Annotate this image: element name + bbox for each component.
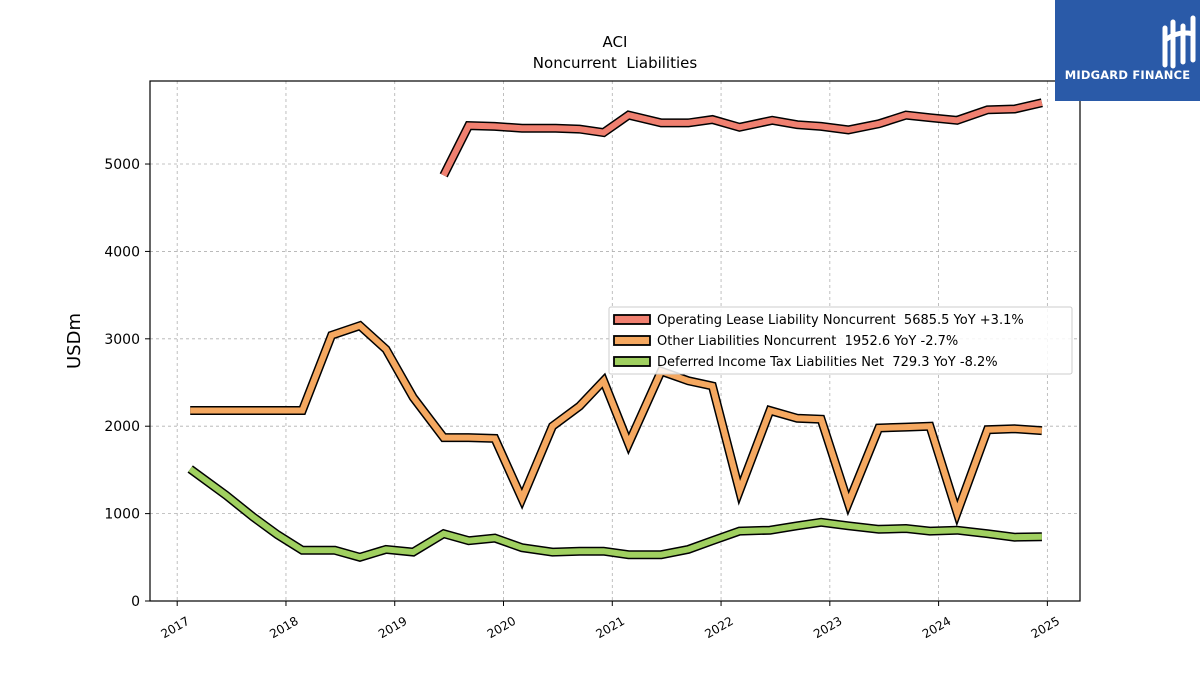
series-3 [187,465,1042,562]
series-line-outline [187,465,1042,562]
series-layer [187,98,1043,562]
y-tick-label: 5000 [104,157,140,173]
x-axis: 2017 2018 2019 2020 2021 2022 2023 2024 2025 [158,601,1062,641]
legend-swatch [613,314,651,325]
x-tick-label: 2023 [811,614,844,641]
y-axis: 0 1000 2000 3000 4000 5000 [104,157,150,610]
y-tick-label: 3000 [104,332,140,348]
logo-mark-icon [1162,15,1196,69]
series-line [190,322,1043,523]
series-line-outline [439,98,1043,178]
y-tick-label: 2000 [104,419,140,435]
x-tick-label: 2018 [267,614,300,641]
legend-swatch [613,335,651,346]
chart-title: ACI [603,33,628,51]
legend-swatch [613,356,651,367]
plot-frame [149,80,1081,602]
legend-label: Deferred Income Tax Liabilities Net 729.… [657,355,998,370]
x-tick-label: 2021 [594,614,627,641]
series-2 [190,320,1043,527]
logo-text: MIDGARD FINANCE [1064,68,1191,82]
x-tick-label: 2022 [702,614,735,641]
legend-item: Operating Lease Liability Noncurrent 568… [613,313,1024,328]
legend-item: Other Liabilities Noncurrent 1952.6 YoY … [613,334,958,349]
series-line [441,99,1043,177]
x-tick-label: 2017 [158,614,191,641]
legend-box [608,306,1073,375]
x-tick-label: 2019 [376,614,409,641]
y-tick-label: 0 [131,594,140,610]
series-1 [439,98,1043,178]
legend-label: Other Liabilities Noncurrent 1952.6 YoY … [657,334,958,349]
legend-label: Operating Lease Liability Noncurrent 568… [657,313,1024,328]
series-line [188,466,1042,561]
y-axis-label: USDm [64,313,85,369]
x-tick-label: 2020 [485,614,518,641]
chart-subtitle: Noncurrent Liabilities [533,54,698,72]
x-tick-label: 2025 [1029,614,1062,641]
legend: Operating Lease Liability Noncurrent 568… [608,306,1073,375]
legend-item: Deferred Income Tax Liabilities Net 729.… [613,355,998,370]
x-tick-label: 2024 [920,614,953,641]
midgard-finance-logo: MIDGARD FINANCE [1055,0,1200,101]
y-tick-label: 1000 [104,507,140,523]
y-tick-label: 4000 [104,244,140,260]
